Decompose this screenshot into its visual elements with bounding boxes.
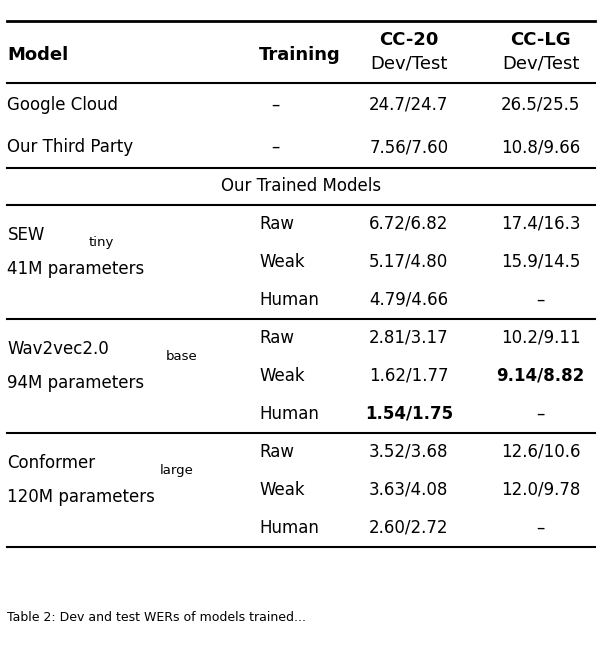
Text: 17.4/16.3: 17.4/16.3 [501, 215, 580, 232]
Text: 1.54/1.75: 1.54/1.75 [365, 405, 453, 422]
Text: –: – [271, 138, 279, 156]
Text: 10.8/9.66: 10.8/9.66 [501, 138, 580, 156]
Text: –: – [271, 95, 279, 114]
Text: 24.7/24.7: 24.7/24.7 [369, 95, 448, 114]
Text: 2.81/3.17: 2.81/3.17 [369, 328, 448, 347]
Text: 3.52/3.68: 3.52/3.68 [369, 443, 448, 461]
Text: Dev/Test: Dev/Test [370, 55, 447, 73]
Text: Wav2vec2.0: Wav2vec2.0 [7, 340, 109, 358]
Text: 4.79/4.66: 4.79/4.66 [369, 291, 448, 309]
Text: Conformer: Conformer [7, 454, 96, 472]
Text: Raw: Raw [259, 328, 294, 347]
Text: Human: Human [259, 519, 319, 536]
Text: Weak: Weak [259, 367, 305, 384]
Text: SEW: SEW [7, 226, 45, 244]
Text: 15.9/14.5: 15.9/14.5 [501, 253, 580, 270]
Text: tiny: tiny [88, 236, 114, 249]
Text: CC-20: CC-20 [379, 32, 438, 49]
Text: 26.5/25.5: 26.5/25.5 [501, 95, 580, 114]
Text: Weak: Weak [259, 253, 305, 270]
Text: Google Cloud: Google Cloud [7, 95, 119, 114]
Text: 12.0/9.78: 12.0/9.78 [501, 480, 580, 499]
Text: Raw: Raw [259, 443, 294, 461]
Text: –: – [536, 519, 545, 536]
Text: 3.63/4.08: 3.63/4.08 [369, 480, 448, 499]
Text: Human: Human [259, 405, 319, 422]
Text: base: base [166, 350, 198, 363]
Text: Model: Model [7, 47, 69, 64]
Text: Human: Human [259, 291, 319, 309]
Text: 10.2/9.11: 10.2/9.11 [501, 328, 580, 347]
Text: 7.56/7.60: 7.56/7.60 [369, 138, 448, 156]
Text: Table 2: Dev and test WERs of models trained...: Table 2: Dev and test WERs of models tra… [7, 611, 306, 624]
Text: 2.60/2.72: 2.60/2.72 [369, 519, 448, 536]
Text: –: – [536, 291, 545, 309]
Text: 5.17/4.80: 5.17/4.80 [369, 253, 448, 270]
Text: 94M parameters: 94M parameters [7, 374, 144, 392]
Text: Weak: Weak [259, 480, 305, 499]
Text: 1.62/1.77: 1.62/1.77 [369, 367, 448, 384]
Text: 41M parameters: 41M parameters [7, 260, 144, 278]
Text: CC-LG: CC-LG [510, 32, 571, 49]
Text: 9.14/8.82: 9.14/8.82 [497, 367, 585, 384]
Text: –: – [536, 405, 545, 422]
Text: Our Third Party: Our Third Party [7, 138, 134, 156]
Text: 120M parameters: 120M parameters [7, 488, 155, 506]
Text: Raw: Raw [259, 215, 294, 232]
Text: Dev/Test: Dev/Test [502, 55, 579, 73]
Text: 6.72/6.82: 6.72/6.82 [369, 215, 448, 232]
Text: Our Trained Models: Our Trained Models [221, 178, 381, 195]
Text: large: large [160, 465, 194, 477]
Text: Training: Training [259, 47, 341, 64]
Text: 12.6/10.6: 12.6/10.6 [501, 443, 580, 461]
